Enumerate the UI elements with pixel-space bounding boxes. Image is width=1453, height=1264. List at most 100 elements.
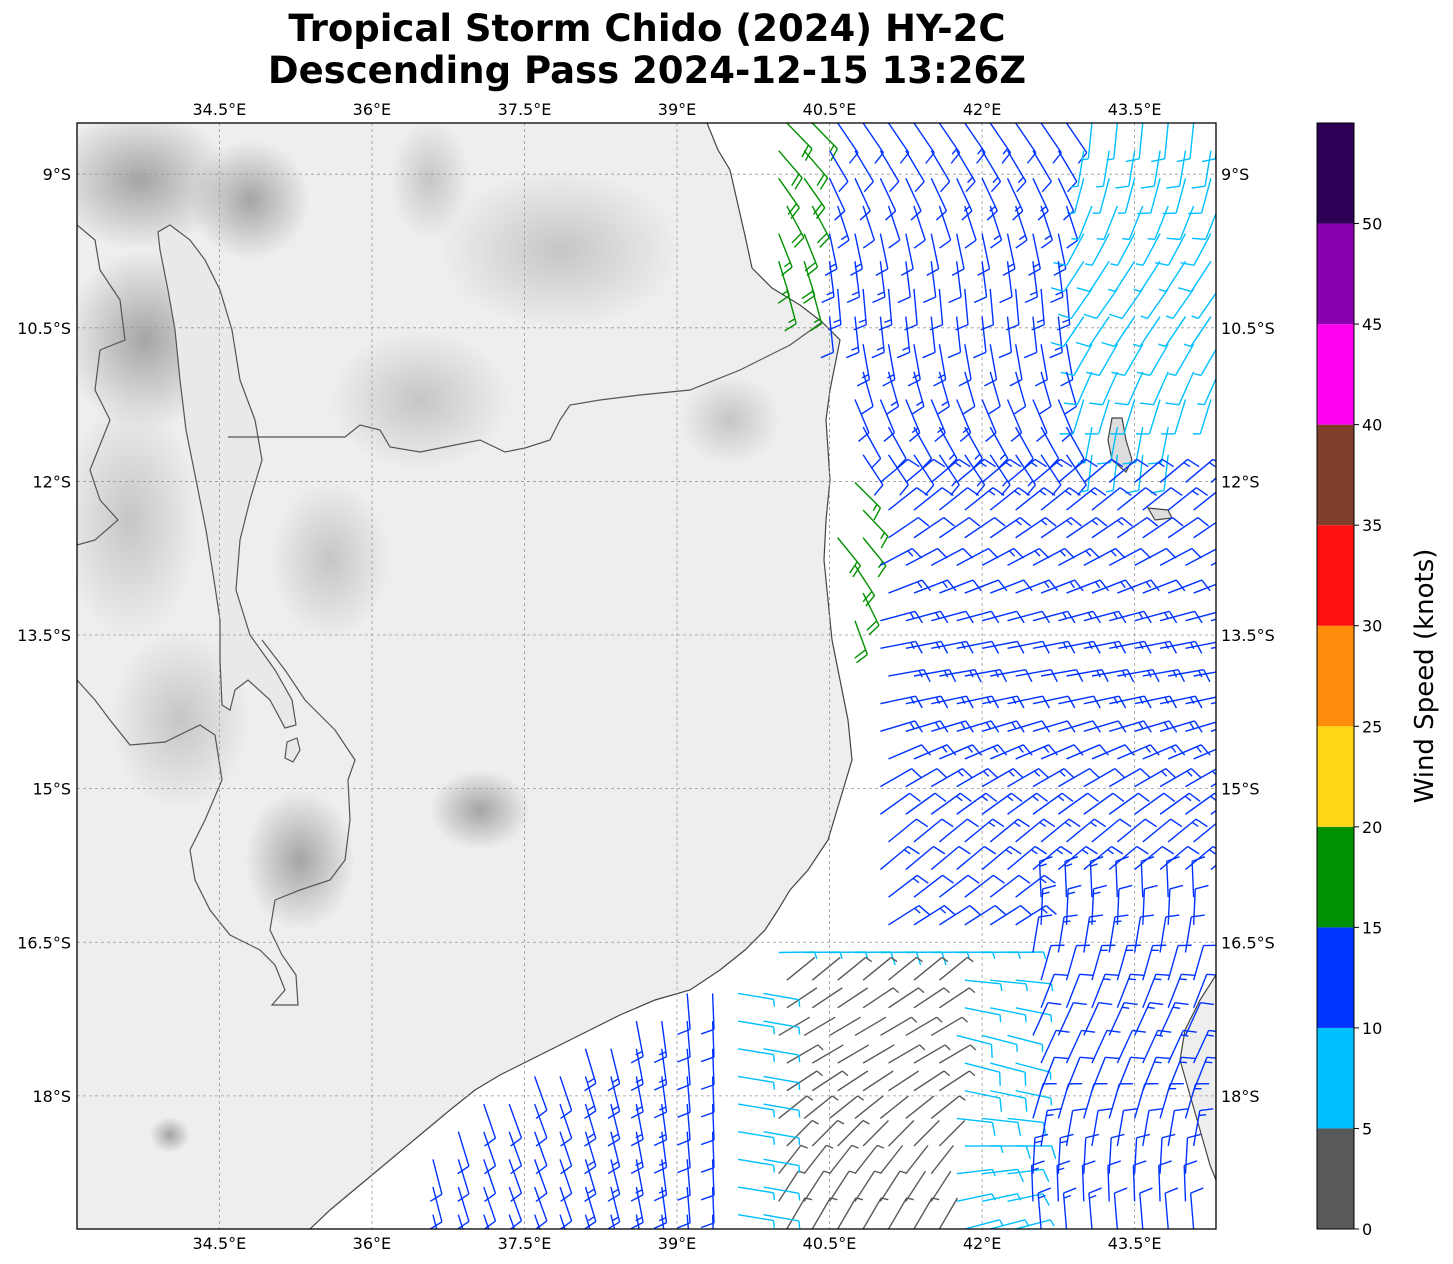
wind-barb (1159, 792, 1201, 815)
colorbar-bin (1317, 525, 1354, 626)
wind-barb (956, 1117, 996, 1136)
wind-barb (811, 987, 843, 1009)
wind-barb (1185, 548, 1216, 567)
wind-barb (1058, 547, 1101, 567)
wind-barb (888, 987, 925, 1009)
wind-barb (981, 792, 1023, 815)
wind-barb (700, 1131, 715, 1173)
wind-barb (981, 768, 1024, 788)
wind-barb (829, 1016, 861, 1037)
wind-barb (778, 150, 803, 190)
wind-barb (964, 904, 1007, 926)
wind-barb (786, 956, 816, 981)
wind-barb (1062, 1187, 1077, 1229)
wind-barb (1058, 288, 1093, 320)
wind-barb (913, 744, 957, 760)
lon-tick-label-top: 39°E (658, 100, 696, 119)
wind-barb (861, 371, 874, 415)
wind-barb (1083, 914, 1104, 953)
wind-barb (1083, 768, 1126, 788)
wind-barb (964, 669, 1008, 683)
wind-barb (803, 1170, 831, 1202)
wind-barb (837, 1044, 870, 1064)
wind-barb (1050, 316, 1085, 348)
wind-barb (933, 344, 947, 387)
title-line-2: Descending Pass 2024-12-15 13:26Z (267, 49, 1027, 92)
wind-barb (1015, 744, 1059, 760)
wind-barb (1057, 792, 1099, 815)
wind-barb (1007, 792, 1049, 815)
terrain-shade (245, 790, 355, 930)
wind-barb (948, 261, 962, 304)
wind-barb (811, 1044, 844, 1064)
wind-barb (879, 1170, 908, 1202)
wind-barb (1219, 670, 1261, 682)
wind-barb (508, 1214, 516, 1229)
wind-barb (1108, 1083, 1134, 1119)
wind-barb (1185, 641, 1216, 650)
map-frame (76, 122, 1217, 1230)
wind-barb (964, 205, 977, 249)
wind-barb (939, 904, 981, 926)
wind-barb (811, 1070, 849, 1092)
wind-barb (1133, 260, 1161, 293)
wind-barb (483, 1186, 497, 1229)
wind-barb (1065, 944, 1090, 981)
wind-barb (990, 669, 1033, 683)
wind-barb (1080, 454, 1093, 493)
wind-barb (938, 818, 979, 843)
wind-barb (862, 1070, 894, 1092)
wind-barb (872, 261, 886, 304)
wind-barb (1053, 233, 1085, 267)
wind-barb (1065, 884, 1082, 925)
wind-barb (981, 178, 998, 221)
wind-barb (1032, 640, 1076, 654)
wind-barb (763, 992, 801, 1008)
wind-barb (584, 1131, 597, 1175)
wind-barb (862, 1044, 895, 1064)
wind-barb (1110, 233, 1136, 267)
wind-barb (1065, 205, 1079, 249)
wind-barb (981, 640, 1025, 654)
wind-barb (1136, 343, 1169, 377)
wind-barb (1063, 371, 1093, 406)
wind-barb (1134, 458, 1175, 483)
terrain-shade (430, 770, 530, 850)
wind-barb (1076, 260, 1110, 293)
lon-tick-label-bottom: 42°E (963, 1234, 1001, 1253)
wind-barb (811, 1197, 838, 1229)
wind-barb (763, 1158, 801, 1173)
wind-barb (1107, 1160, 1121, 1202)
wind-barb (880, 640, 923, 654)
wind-barb (930, 547, 974, 567)
wind-barb (956, 792, 998, 815)
wind-barb (990, 1007, 1027, 1023)
wind-barb (931, 720, 974, 733)
wind-barb (1189, 1187, 1204, 1229)
wind-barb (1140, 150, 1161, 189)
wind-barb (820, 316, 835, 359)
lat-tick-label-right: 13.5°S (1221, 626, 1275, 645)
wind-barb (1050, 260, 1085, 293)
wind-barb (982, 1117, 1022, 1136)
wind-barb (913, 669, 957, 683)
wind-barb (913, 1044, 951, 1064)
wind-barb (862, 987, 900, 1009)
wind-barb (1191, 856, 1206, 898)
colorbar-bin (1317, 123, 1354, 224)
wind-barb (1034, 344, 1049, 387)
wind-barb (1142, 884, 1158, 925)
wind-barb (1180, 233, 1212, 267)
wind-barb (1210, 618, 1216, 622)
wind-barb (1117, 669, 1160, 683)
wind-barb (1015, 516, 1057, 539)
wind-barb (989, 454, 1011, 496)
wind-barb (837, 1119, 870, 1147)
wind-barb (1219, 875, 1259, 897)
wind-barb (887, 454, 909, 496)
wind-barb (811, 205, 830, 248)
lat-tick-label-left: 18°S (32, 1087, 71, 1106)
wind-barb (1006, 150, 1027, 193)
wind-barb (1116, 1029, 1146, 1064)
wind-barb (1167, 487, 1209, 511)
